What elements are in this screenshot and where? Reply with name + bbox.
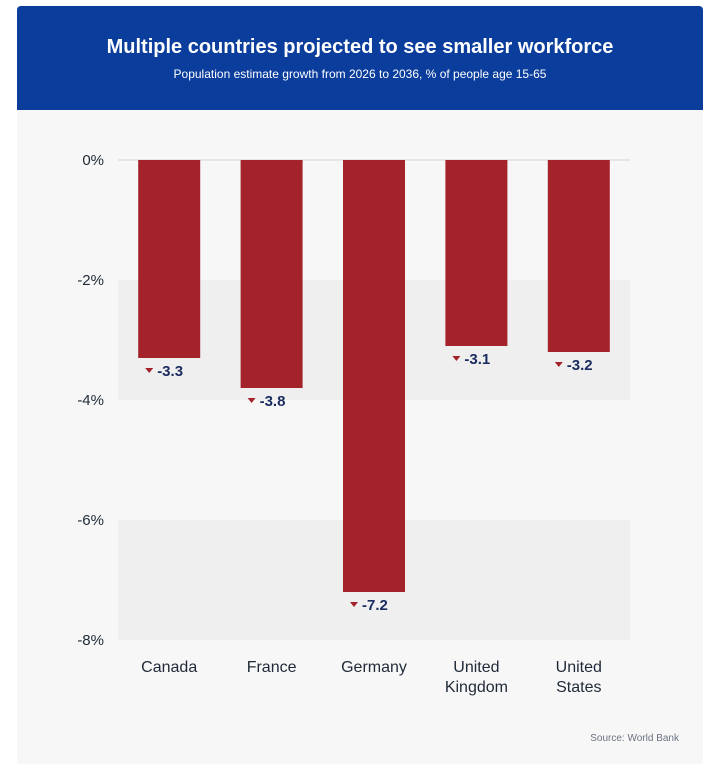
chart-subtitle: Population estimate growth from 2026 to … [173,67,547,81]
data-label: -7.2 [362,597,388,614]
chart-header: Multiple countries projected to see smal… [17,6,703,110]
bar [138,160,201,358]
bar [240,160,303,388]
bar [445,160,508,346]
x-tick-label: United States [556,659,602,696]
chart-title: Multiple countries projected to see smal… [106,36,614,58]
y-tick-label: -2% [77,272,104,289]
bar [343,160,405,592]
down-triangle-icon [247,398,256,403]
source-note: Source: World Bank [590,733,679,744]
y-tick-label: -6% [77,512,104,529]
x-tick-label: Germany [341,659,407,676]
y-tick-label: -8% [77,632,104,649]
data-label: -3.1 [464,351,490,368]
down-triangle-icon [452,356,461,361]
data-label: -3.2 [567,357,593,374]
down-triangle-icon [554,362,563,367]
x-tick-label: United Kingdom [445,659,508,696]
y-tick-label: -4% [77,392,104,409]
down-triangle-icon [145,368,154,373]
y-tick-label: 0% [82,152,104,169]
bar [547,160,610,352]
data-label: -3.3 [157,363,183,380]
x-tick-label: France [247,659,297,676]
x-tick-label: Canada [141,659,197,676]
data-label: -3.8 [260,393,286,410]
down-triangle-icon [350,602,358,607]
